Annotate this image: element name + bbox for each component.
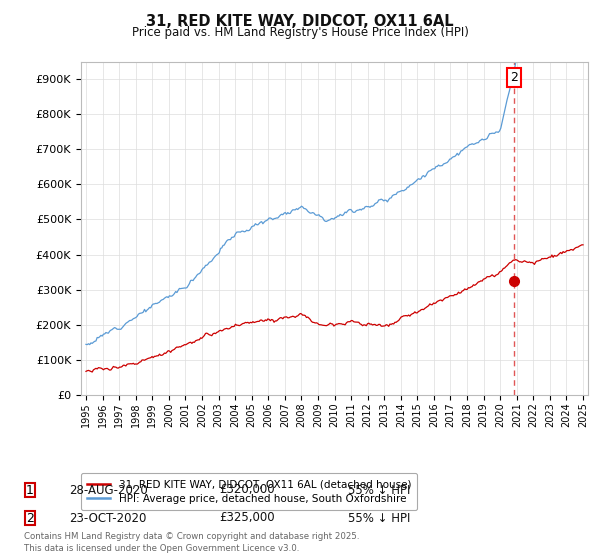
Text: 31, RED KITE WAY, DIDCOT, OX11 6AL: 31, RED KITE WAY, DIDCOT, OX11 6AL: [146, 14, 454, 29]
Legend: 31, RED KITE WAY, DIDCOT, OX11 6AL (detached house), HPI: Average price, detache: 31, RED KITE WAY, DIDCOT, OX11 6AL (deta…: [81, 473, 418, 510]
Text: 2: 2: [26, 511, 34, 525]
Text: 55% ↓ HPI: 55% ↓ HPI: [348, 511, 410, 525]
Text: £320,000: £320,000: [219, 483, 275, 497]
Text: Contains HM Land Registry data © Crown copyright and database right 2025.
This d: Contains HM Land Registry data © Crown c…: [24, 533, 359, 553]
Text: 55% ↓ HPI: 55% ↓ HPI: [348, 483, 410, 497]
Text: 23-OCT-2020: 23-OCT-2020: [69, 511, 146, 525]
Text: £325,000: £325,000: [219, 511, 275, 525]
Text: 28-AUG-2020: 28-AUG-2020: [69, 483, 148, 497]
Text: 1: 1: [26, 483, 34, 497]
FancyBboxPatch shape: [25, 483, 35, 497]
Text: Price paid vs. HM Land Registry's House Price Index (HPI): Price paid vs. HM Land Registry's House …: [131, 26, 469, 39]
FancyBboxPatch shape: [25, 511, 35, 525]
Text: 2: 2: [510, 71, 518, 84]
